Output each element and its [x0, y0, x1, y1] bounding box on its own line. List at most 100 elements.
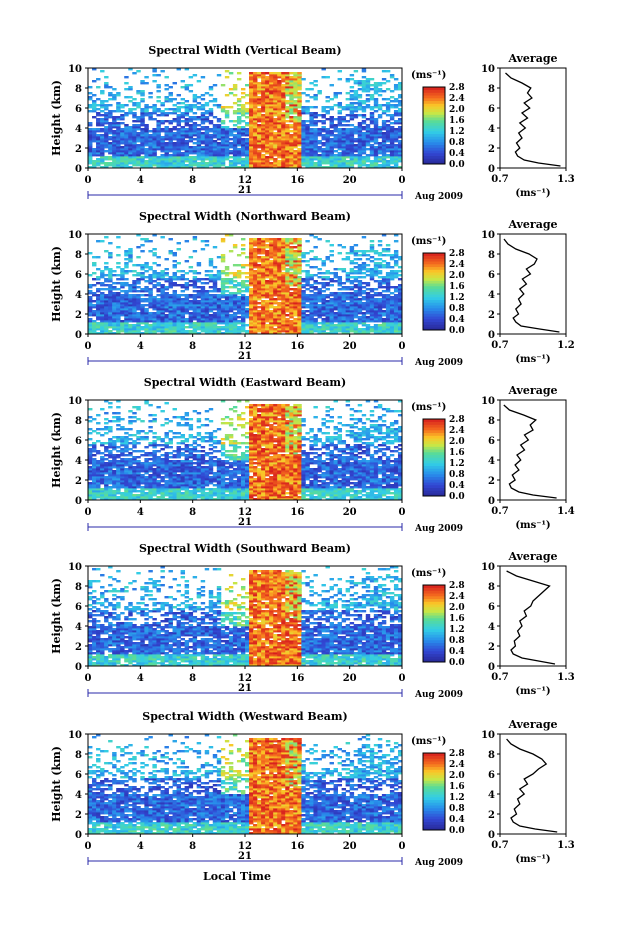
heatmap-cell — [212, 276, 218, 279]
heatmap-cell — [140, 310, 145, 313]
heatmap-cell — [253, 240, 258, 243]
heatmap-cell — [373, 86, 379, 89]
heatmap-cell — [269, 254, 274, 257]
heatmap-cell — [180, 278, 186, 281]
heatmap-cell — [92, 306, 97, 309]
heatmap-cell — [305, 276, 310, 279]
heatmap-cell — [164, 144, 169, 147]
heatmap-cell — [285, 330, 290, 333]
heatmap-cell — [160, 276, 165, 279]
heatmap-cell — [357, 290, 363, 293]
heatmap-cell — [257, 128, 262, 131]
heatmap-cell — [160, 310, 165, 313]
heatmap-cell — [397, 82, 403, 85]
heatmap-cell — [236, 158, 242, 161]
heatmap-cell — [196, 154, 202, 157]
heatmap-cell — [341, 294, 347, 297]
heatmap-cell — [373, 92, 379, 95]
heatmap-cell — [140, 320, 145, 323]
heatmap-cell — [317, 142, 322, 145]
heatmap-cell — [289, 112, 294, 115]
heatmap-cell — [104, 112, 109, 115]
heatmap-cell — [208, 316, 214, 319]
heatmap-cell — [188, 304, 194, 307]
heatmap-cell — [341, 328, 347, 331]
heatmap-cell — [309, 162, 314, 165]
heatmap-cell — [361, 82, 367, 85]
colorbar-segment — [423, 150, 445, 154]
heatmap-cell — [265, 292, 270, 295]
heatmap-cell — [148, 152, 153, 155]
heatmap-cell — [220, 150, 226, 153]
heatmap-cell — [341, 124, 347, 127]
heatmap-cell — [353, 324, 359, 327]
heatmap-cell — [124, 132, 129, 135]
heatmap-cell — [333, 302, 338, 305]
heatmap-cell — [285, 150, 290, 153]
heatmap-cell — [289, 88, 294, 91]
heatmap-cell — [361, 306, 367, 309]
heatmap-cell — [269, 152, 274, 155]
heatmap-cell — [281, 72, 286, 75]
heatmap-cell — [232, 246, 238, 249]
heatmap-cell — [108, 116, 113, 119]
heatmap-cell — [257, 318, 262, 321]
heatmap-cell — [269, 324, 274, 327]
heatmap-cell — [180, 294, 186, 297]
heatmap-cell — [261, 292, 266, 295]
heatmap-cell — [96, 122, 101, 125]
heatmap-cell — [88, 144, 93, 147]
heatmap-cell — [317, 268, 322, 271]
heatmap-cell — [212, 164, 218, 167]
heatmap-cell — [148, 324, 153, 327]
heatmap-cell — [160, 288, 165, 291]
heatmap-cell — [128, 100, 133, 103]
heatmap-cell — [88, 140, 93, 143]
heatmap-cell — [168, 324, 173, 327]
heatmap-cell — [136, 314, 141, 317]
heatmap-cell — [341, 292, 347, 295]
heatmap-cell — [269, 242, 274, 245]
heatmap-cell — [140, 100, 145, 103]
heatmap-cell — [385, 264, 391, 267]
heatmap-cell — [96, 294, 101, 297]
heatmap-cell — [245, 116, 250, 119]
heatmap-cell — [160, 120, 165, 123]
heatmap-cell — [220, 278, 226, 281]
heatmap-cell — [144, 114, 149, 117]
heatmap-cell — [200, 326, 206, 329]
heatmap-cell — [232, 120, 238, 123]
heatmap-cell — [357, 310, 363, 313]
heatmap-cell — [148, 138, 153, 141]
heatmap-cell — [180, 274, 186, 277]
heatmap-cell — [100, 130, 105, 133]
heatmap-cell — [373, 136, 379, 139]
heatmap-cell — [208, 140, 214, 143]
heatmap-cell — [265, 118, 270, 121]
heatmap-cell — [200, 132, 206, 135]
heatmap-cell — [200, 118, 206, 121]
heatmap-cell — [232, 306, 238, 309]
heatmap-cell — [381, 300, 387, 303]
heatmap-cell — [204, 142, 210, 145]
heatmap-cell — [245, 272, 250, 275]
heatmap-cell — [232, 138, 238, 141]
heatmap-cell — [341, 164, 347, 167]
heatmap-cell — [321, 324, 326, 327]
heatmap-cell — [208, 304, 214, 307]
heatmap-cell — [349, 146, 355, 149]
heatmap-cell — [124, 322, 129, 325]
heatmap-cell — [152, 138, 157, 141]
heatmap-cell — [136, 128, 141, 131]
heatmap-cell — [249, 98, 254, 101]
heatmap-cell — [160, 314, 165, 317]
heatmap-cell — [365, 282, 371, 285]
heatmap-cell — [160, 318, 165, 321]
heatmap-cell — [337, 298, 343, 301]
heatmap-cell — [188, 118, 194, 121]
heatmap-cell — [245, 148, 250, 151]
heatmap-cell — [393, 158, 399, 161]
heatmap-cell — [261, 314, 266, 317]
heatmap-cell — [240, 308, 246, 311]
heatmap-cell — [180, 106, 186, 109]
